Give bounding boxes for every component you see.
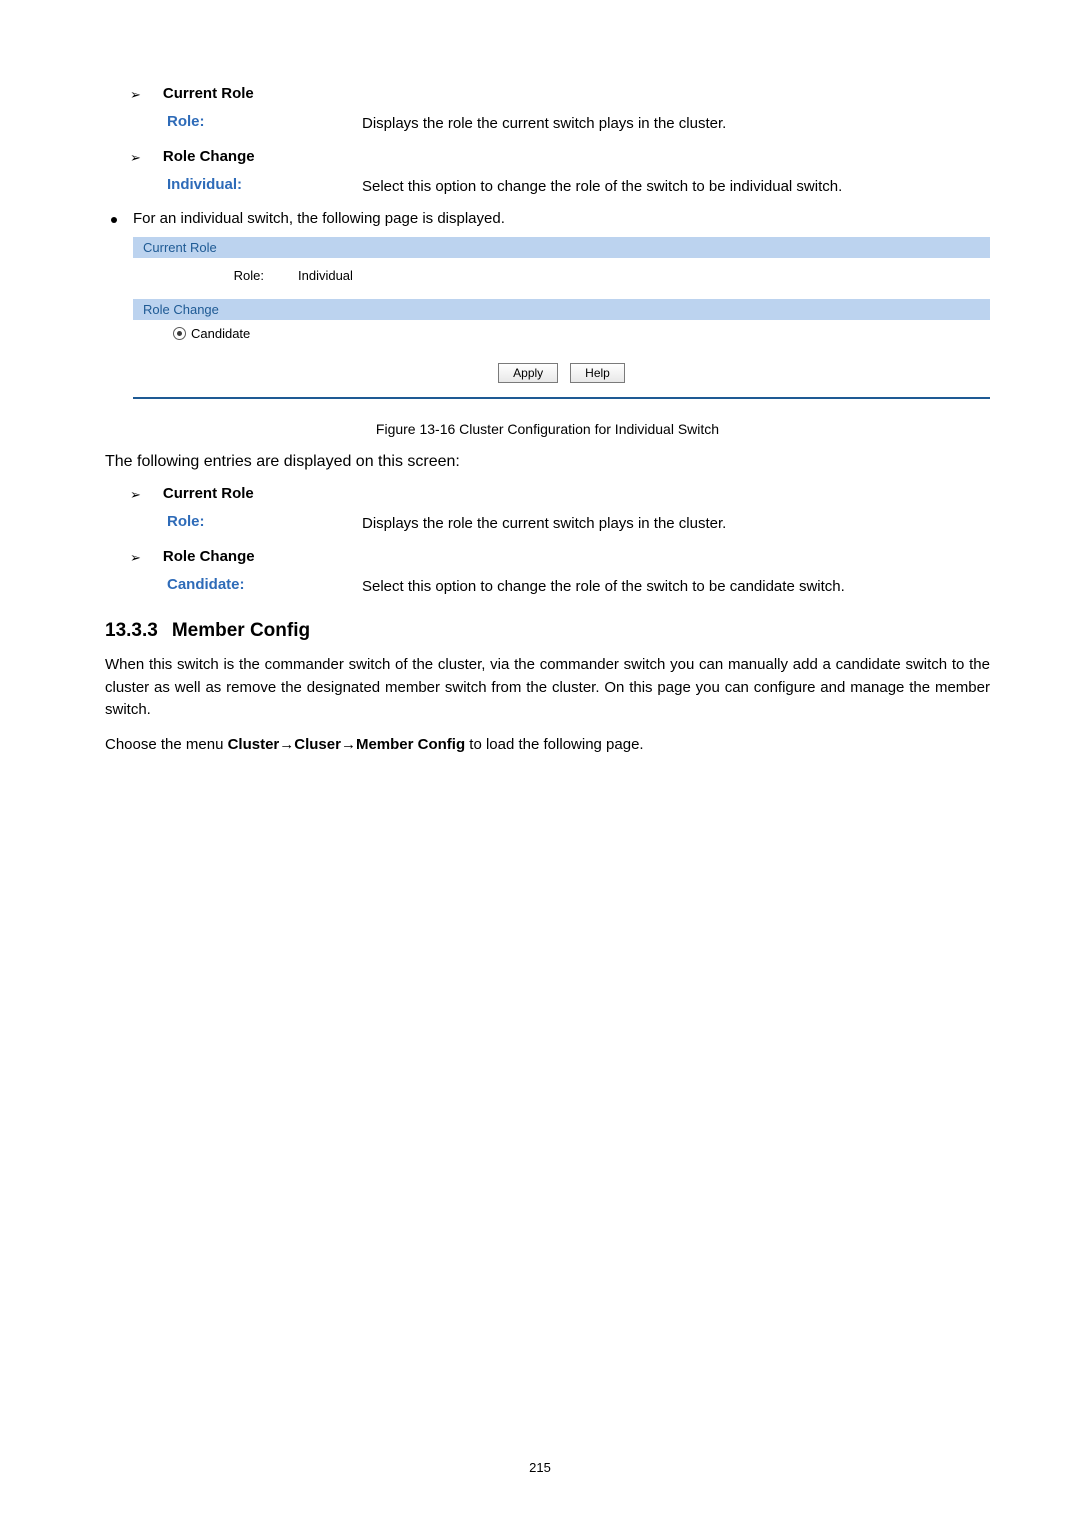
page-number: 215 — [0, 1460, 1080, 1475]
menu-path-line: Choose the menu Cluster→Cluser→Member Co… — [105, 734, 990, 757]
figure-role-label: Role: — [133, 268, 298, 283]
arrow-icon: ➢ — [130, 550, 141, 566]
apply-button[interactable]: Apply — [498, 363, 558, 383]
role-desc-2: Displays the role the current switch pla… — [362, 513, 726, 536]
panel-header-current-role: Current Role — [133, 237, 990, 258]
radio-icon — [173, 327, 186, 340]
role-label-1: Role: — [167, 113, 362, 130]
bullet-text: For an individual switch, the following … — [133, 210, 505, 227]
figure-role-value: Individual — [298, 268, 990, 283]
section-heading: 13.3.3 Member Config — [105, 620, 990, 642]
section-title: Member Config — [172, 620, 310, 642]
individual-label: Individual: — [167, 176, 362, 193]
current-role-heading-2: Current Role — [163, 485, 254, 502]
figure-caption: Figure 13-16 Cluster Configuration for I… — [105, 421, 990, 437]
arrow-icon: ➢ — [130, 150, 141, 166]
figure-panel: Current Role Role: Individual Role Chang… — [133, 237, 990, 399]
arrow-icon: ➢ — [130, 87, 141, 103]
paragraph-1: When this switch is the commander switch… — [105, 654, 990, 722]
bullet-icon — [111, 217, 117, 223]
role-desc-1: Displays the role the current switch pla… — [362, 113, 726, 136]
section-number: 13.3.3 — [105, 620, 158, 642]
candidate-desc: Select this option to change the role of… — [362, 576, 845, 599]
panel-header-role-change: Role Change — [133, 299, 990, 320]
arrow-icon: ➢ — [130, 487, 141, 503]
role-label-2: Role: — [167, 513, 362, 530]
menu-path: Cluster→Cluser→Member Config — [228, 736, 466, 753]
current-role-heading-1: Current Role — [163, 85, 254, 102]
radio-candidate-label: Candidate — [191, 326, 250, 341]
individual-desc: Select this option to change the role of… — [362, 176, 842, 199]
menu-suffix: to load the following page. — [465, 736, 643, 753]
role-change-heading-2: Role Change — [163, 548, 255, 565]
radio-candidate[interactable]: Candidate — [133, 326, 990, 341]
menu-prefix: Choose the menu — [105, 736, 228, 753]
role-change-heading-1: Role Change — [163, 148, 255, 165]
lead-text: The following entries are displayed on t… — [105, 453, 990, 471]
candidate-label: Candidate: — [167, 576, 362, 593]
help-button[interactable]: Help — [570, 363, 625, 383]
